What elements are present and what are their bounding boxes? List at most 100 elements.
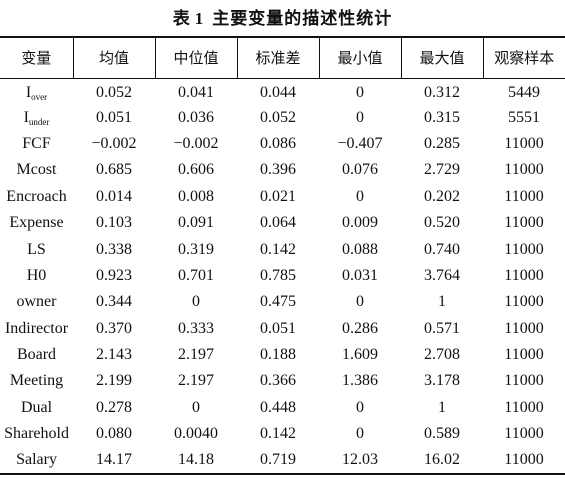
table-row: Sharehold 0.080 0.0040 0.142 0 0.589 11000 (0, 421, 565, 447)
variable-cell: Salary (0, 447, 73, 475)
table-row: LS 0.338 0.319 0.142 0.088 0.740 11000 (0, 236, 565, 262)
std-dev-cell: 0.051 (260, 319, 296, 337)
table-row: owner 0.344 0 0.475 0 1 11000 (0, 289, 565, 315)
median-cell: 0.606 (178, 161, 214, 179)
table-caption: 表 1 主要变量的描述性统计 (0, 4, 565, 29)
max-cell: 3.764 (424, 266, 460, 284)
max-cell: 0.571 (424, 319, 460, 337)
max-cell: 1 (438, 398, 446, 416)
table-row: Salary 14.17 14.18 0.719 12.03 16.02 11000 (0, 447, 565, 475)
variable-cell: Dual (0, 395, 73, 421)
observations-cell: 11000 (504, 266, 544, 284)
table-body: Iover 0.052 0.041 0.044 0 0.312 5449 Iunder 0.05… (0, 78, 565, 475)
min-cell: 0.031 (342, 266, 378, 284)
observations-cell: 11000 (504, 240, 544, 258)
median-cell: 0.333 (178, 319, 214, 337)
max-cell: 0.520 (424, 214, 460, 232)
min-cell: 0 (356, 425, 364, 443)
std-dev-cell: 0.064 (260, 214, 296, 232)
min-cell: 0.286 (342, 319, 378, 337)
std-dev-cell: 0.475 (260, 293, 296, 311)
variable-name: Encroach (6, 187, 67, 205)
max-cell: 2.708 (424, 346, 460, 364)
max-cell: 16.02 (401, 447, 483, 475)
max-cell: 1 (438, 293, 446, 311)
table-row: Mcost 0.685 0.606 0.396 0.076 2.729 11000 (0, 157, 565, 183)
min-cell: 12.03 (319, 447, 401, 475)
variable-cell: Meeting (0, 368, 73, 394)
min-cell: 0.009 (342, 214, 378, 232)
header-observations: 观察样本 (482, 36, 565, 79)
median-cell: 2.197 (178, 372, 214, 390)
std-dev-cell: 0.188 (260, 346, 296, 364)
median-cell: 0.701 (178, 266, 214, 284)
observations-cell: 11000 (504, 293, 544, 311)
table-row: Dual 0.278 0 0.448 0 1 11000 (0, 395, 565, 421)
median-cell: 0 (192, 398, 200, 416)
variable-cell: Expense (0, 210, 73, 236)
max-cell: 0.589 (424, 425, 460, 443)
variable-cell: Iover (0, 78, 73, 104)
std-dev-cell: 0.366 (260, 372, 296, 390)
min-cell: 1.386 (342, 372, 378, 390)
mean-cell: 0.051 (96, 108, 132, 126)
caption-number: 1 (194, 9, 205, 28)
table-row: FCF −0.002 −0.002 0.086 −0.407 0.285 11000 (0, 131, 565, 157)
descriptive-statistics-table: 变量 均值 中位值 标准差 最小值 最大值 观察样本 Iover 0.052 0.0… (0, 36, 565, 475)
mean-cell: 0.080 (96, 425, 132, 443)
header-std-dev: 标准差 (236, 36, 319, 79)
table-row: Expense 0.103 0.091 0.064 0.009 0.520 11000 (0, 210, 565, 236)
min-cell: 0 (356, 398, 364, 416)
variable-cell: H0 (0, 263, 73, 289)
variable-subscript: under (28, 116, 50, 127)
std-dev-cell: 0.086 (260, 134, 296, 152)
max-cell: 0.740 (424, 240, 460, 258)
header-row: 变量 均值 中位值 标准差 最小值 最大值 观察样本 (0, 36, 565, 79)
mean-cell: 14.17 (73, 447, 155, 475)
min-cell: −0.407 (337, 134, 383, 152)
median-cell: 2.197 (178, 346, 214, 364)
variable-cell: Sharehold (0, 421, 73, 447)
std-dev-cell: 0.785 (260, 266, 296, 284)
min-cell: 0.088 (342, 240, 378, 258)
table-row: H0 0.923 0.701 0.785 0.031 3.764 11000 (0, 263, 565, 289)
median-cell: 14.18 (155, 447, 237, 475)
std-dev-cell: 0.052 (260, 108, 296, 126)
header-variable: 变量 (0, 36, 73, 79)
table-row: Encroach 0.014 0.008 0.021 0 0.202 11000 (0, 184, 565, 210)
variable-name: Board (16, 346, 57, 364)
variable-name: Mcost (16, 161, 57, 179)
header-max: 最大值 (400, 36, 483, 79)
median-cell: 0.319 (178, 240, 214, 258)
observations-cell: 5449 (508, 84, 540, 102)
mean-cell: 2.199 (96, 372, 132, 390)
variable-name: I (25, 84, 32, 102)
observations-cell: 11000 (504, 346, 544, 364)
median-cell: 0.008 (178, 187, 214, 205)
variable-cell: Indirector (0, 316, 73, 342)
std-dev-cell: 0.396 (260, 161, 296, 179)
table-row: Meeting 2.199 2.197 0.366 1.386 3.178 11000 (0, 368, 565, 394)
observations-cell: 11000 (504, 372, 544, 390)
min-cell: 0 (356, 187, 364, 205)
mean-cell: −0.002 (91, 134, 137, 152)
max-cell: 0.315 (424, 108, 460, 126)
observations-cell: 11000 (504, 187, 544, 205)
variable-name: owner (16, 293, 57, 311)
variable-name: Expense (9, 214, 64, 232)
max-cell: 3.178 (424, 372, 460, 390)
observations-cell: 11000 (483, 447, 565, 475)
caption-prefix: 表 (172, 9, 191, 29)
max-cell: 2.729 (424, 161, 460, 179)
mean-cell: 0.014 (96, 187, 132, 205)
mean-cell: 0.052 (96, 84, 132, 102)
variable-cell: Mcost (0, 157, 73, 183)
mean-cell: 0.685 (96, 161, 132, 179)
mean-cell: 0.370 (96, 319, 132, 337)
min-cell: 0.076 (342, 161, 378, 179)
variable-name: Meeting (9, 372, 64, 390)
median-cell: 0.091 (178, 214, 214, 232)
variable-name: Salary (16, 451, 57, 469)
table-row: Indirector 0.370 0.333 0.051 0.286 0.571 11000 (0, 316, 565, 342)
table-row: Board 2.143 2.197 0.188 1.609 2.708 11000 (0, 342, 565, 368)
